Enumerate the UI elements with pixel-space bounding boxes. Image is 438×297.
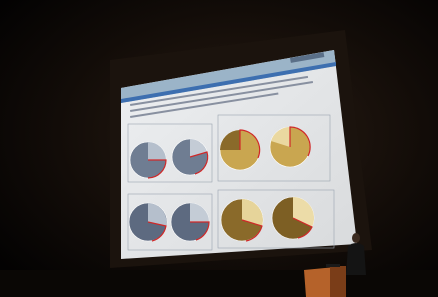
pie-chart	[221, 199, 263, 241]
stage-floor	[0, 270, 438, 297]
podium-side	[330, 266, 346, 297]
page: html, body { margin: 0; padding: 0; widt…	[0, 0, 438, 297]
pie-chart	[270, 127, 310, 167]
page-body: {}	[0, 0, 438, 297]
pie-chart	[129, 203, 167, 241]
pie-chart	[171, 203, 209, 241]
speaker-body	[346, 243, 366, 275]
pie-chart	[130, 142, 166, 178]
pie-chart	[220, 130, 260, 170]
auditorium-photo	[0, 0, 438, 297]
pie-chart	[172, 139, 208, 175]
pie-chart	[272, 197, 314, 239]
podium-laptop	[326, 264, 340, 267]
speaker-head	[352, 233, 360, 243]
